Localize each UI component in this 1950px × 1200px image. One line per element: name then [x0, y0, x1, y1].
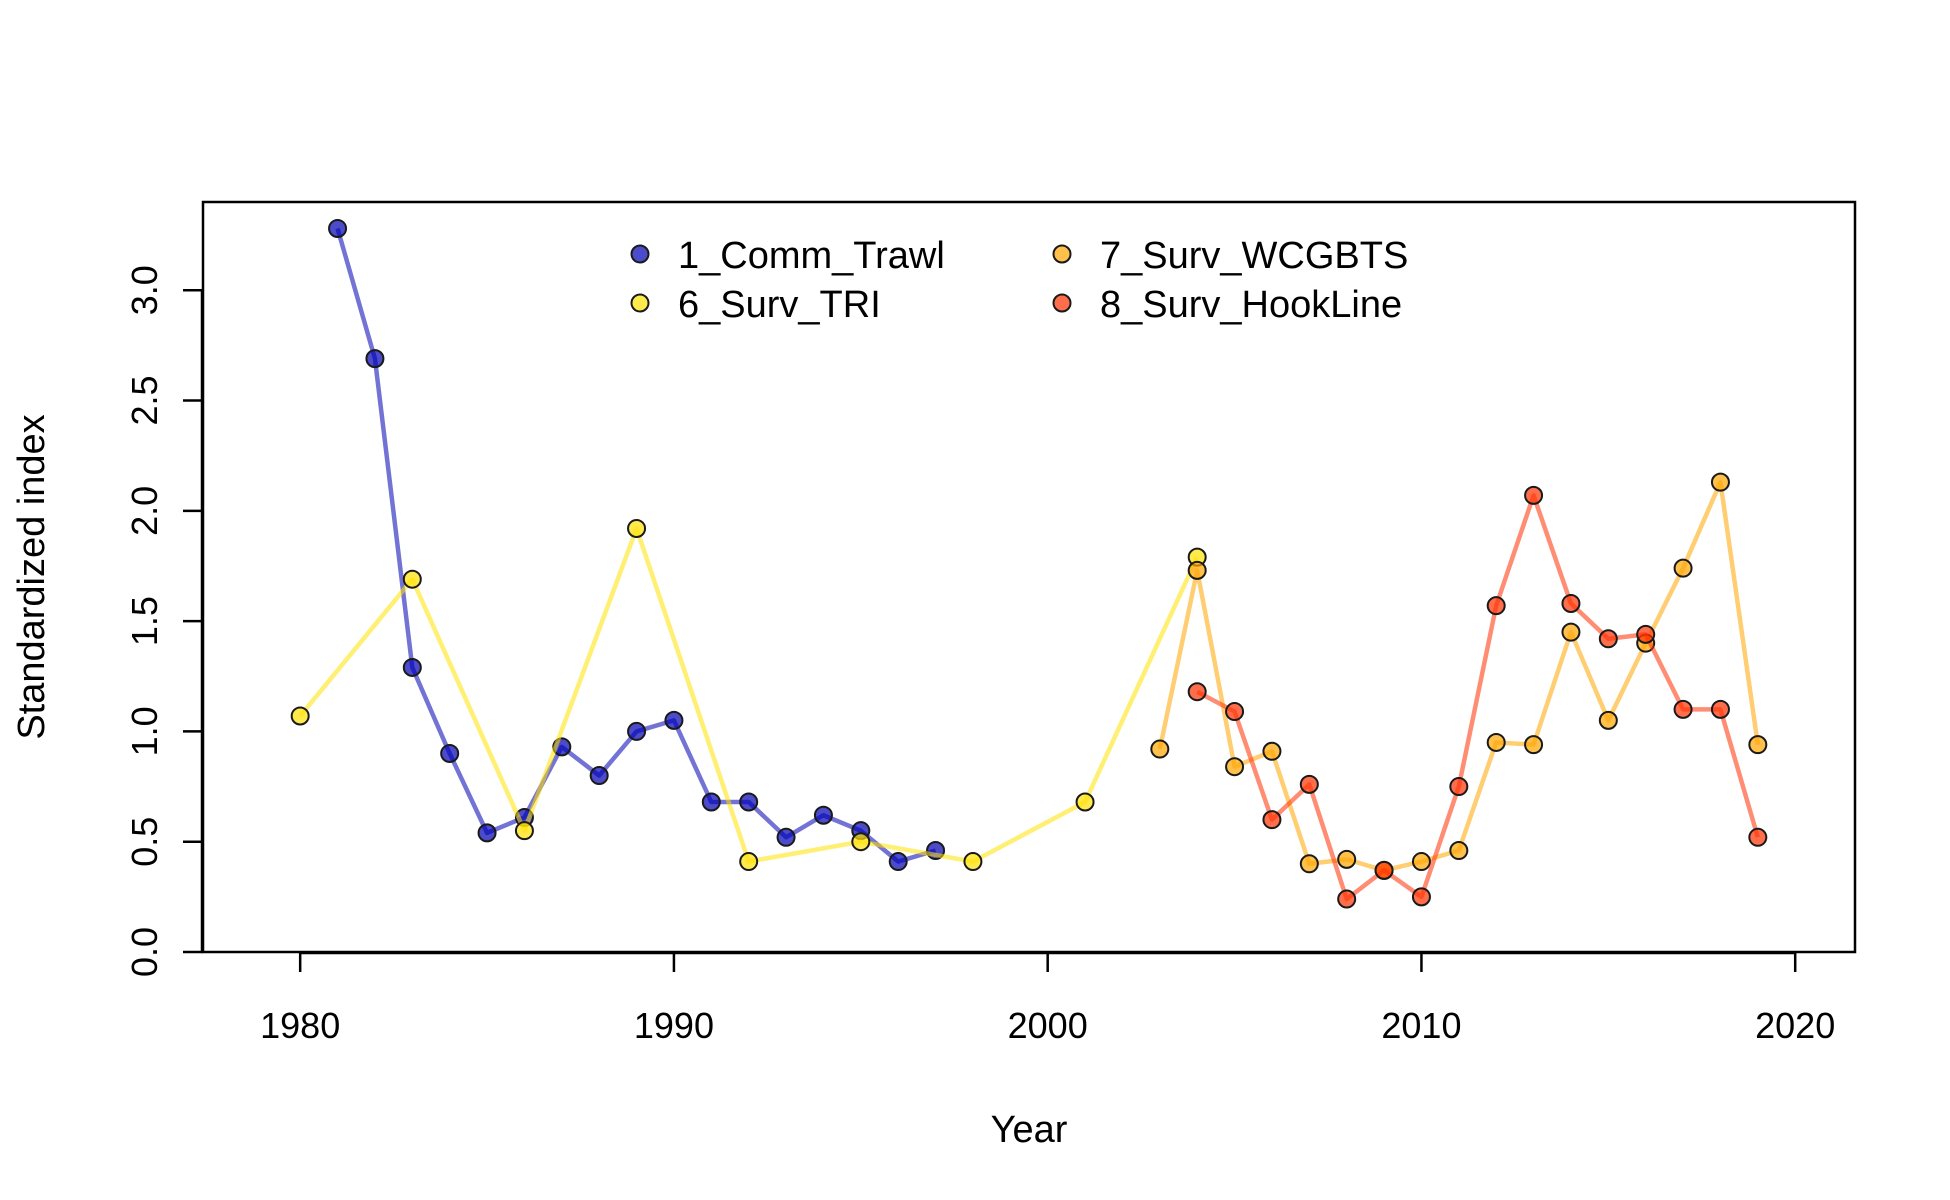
series-line — [1196, 493, 1760, 902]
data-point — [402, 657, 422, 677]
data-point — [477, 823, 497, 843]
data-point — [1710, 472, 1730, 492]
x-tick-label: 2020 — [1755, 1005, 1835, 1046]
data-point — [290, 706, 310, 726]
data-point — [1337, 889, 1357, 909]
data-point — [1299, 774, 1319, 794]
data-point — [1636, 624, 1656, 644]
data-point — [627, 721, 647, 741]
data-point — [1225, 757, 1245, 777]
data-point — [589, 766, 609, 786]
data-point — [1075, 792, 1095, 812]
x-tick-label: 2010 — [1381, 1005, 1461, 1046]
series-2 — [290, 518, 1207, 872]
data-point — [1150, 739, 1170, 759]
series-1 — [328, 218, 946, 872]
y-tick-label: 2.0 — [124, 486, 165, 536]
x-tick-label: 2000 — [1008, 1005, 1088, 1046]
data-point — [328, 218, 348, 238]
data-point — [440, 743, 460, 763]
legend-marker — [1052, 293, 1072, 313]
data-point — [627, 518, 647, 538]
y-tick-label: 0.5 — [124, 817, 165, 867]
data-point — [776, 827, 796, 847]
data-point — [1673, 699, 1693, 719]
x-tick-label: 1990 — [634, 1005, 714, 1046]
legend: 1_Comm_Trawl 6_Surv_TRI 7_Surv_WCGBTS 8_Sur… — [630, 235, 1408, 326]
x-axis: 1980 1990 2000 2010 2020 — [260, 951, 1835, 1046]
data-point — [888, 852, 908, 872]
data-point — [1524, 485, 1544, 505]
data-point — [1187, 682, 1207, 702]
legend-label: 1_Comm_Trawl — [678, 235, 945, 277]
legend-marker — [630, 244, 650, 264]
data-point — [1299, 854, 1319, 874]
plot-frame — [201, 200, 1857, 954]
data-point — [739, 852, 759, 872]
x-axis-label: Year — [991, 1109, 1068, 1151]
data-point — [1524, 735, 1544, 755]
series-4 — [1187, 485, 1768, 909]
data-point — [402, 569, 422, 589]
data-point — [514, 821, 534, 841]
y-tick-label: 1.0 — [124, 706, 165, 756]
data-point — [1748, 735, 1768, 755]
data-point — [1486, 596, 1506, 616]
data-point — [1225, 702, 1245, 722]
data-point — [1561, 622, 1581, 642]
y-tick-label: 1.5 — [124, 596, 165, 646]
data-point — [813, 805, 833, 825]
data-point — [1561, 593, 1581, 613]
x-tick-label: 1980 — [260, 1005, 340, 1046]
data-point — [1449, 777, 1469, 797]
data-point — [1449, 841, 1469, 861]
series-layer — [290, 218, 1768, 909]
data-point — [1673, 558, 1693, 578]
data-point — [1748, 827, 1768, 847]
legend-label: 8_Surv_HookLine — [1100, 284, 1402, 326]
data-point — [701, 792, 721, 812]
data-point — [664, 710, 684, 730]
data-point — [1710, 699, 1730, 719]
y-tick-label: 3.0 — [124, 265, 165, 315]
data-point — [1262, 741, 1282, 761]
y-axis: 0.0 0.5 1.0 1.5 2.0 2.5 3.0 — [124, 265, 204, 977]
data-point — [1262, 810, 1282, 830]
legend-marker — [630, 293, 650, 313]
data-point — [1411, 887, 1431, 907]
data-point — [1374, 860, 1394, 880]
data-point — [1486, 732, 1506, 752]
data-point — [1598, 629, 1618, 649]
legend-label: 6_Surv_TRI — [678, 284, 881, 326]
data-point — [739, 792, 759, 812]
data-point — [1411, 852, 1431, 872]
data-point — [1187, 560, 1207, 580]
data-point — [1598, 710, 1618, 730]
y-tick-label: 2.5 — [124, 376, 165, 426]
y-tick-label: 0.0 — [124, 927, 165, 977]
series-3 — [1150, 472, 1768, 880]
data-point — [1337, 849, 1357, 869]
legend-label: 7_Surv_WCGBTS — [1100, 235, 1408, 277]
data-point — [963, 852, 983, 872]
data-point — [851, 832, 871, 852]
y-axis-label: Standardized index — [11, 414, 53, 739]
legend-marker — [1052, 244, 1072, 264]
series-line — [298, 526, 1200, 864]
data-point — [365, 349, 385, 369]
